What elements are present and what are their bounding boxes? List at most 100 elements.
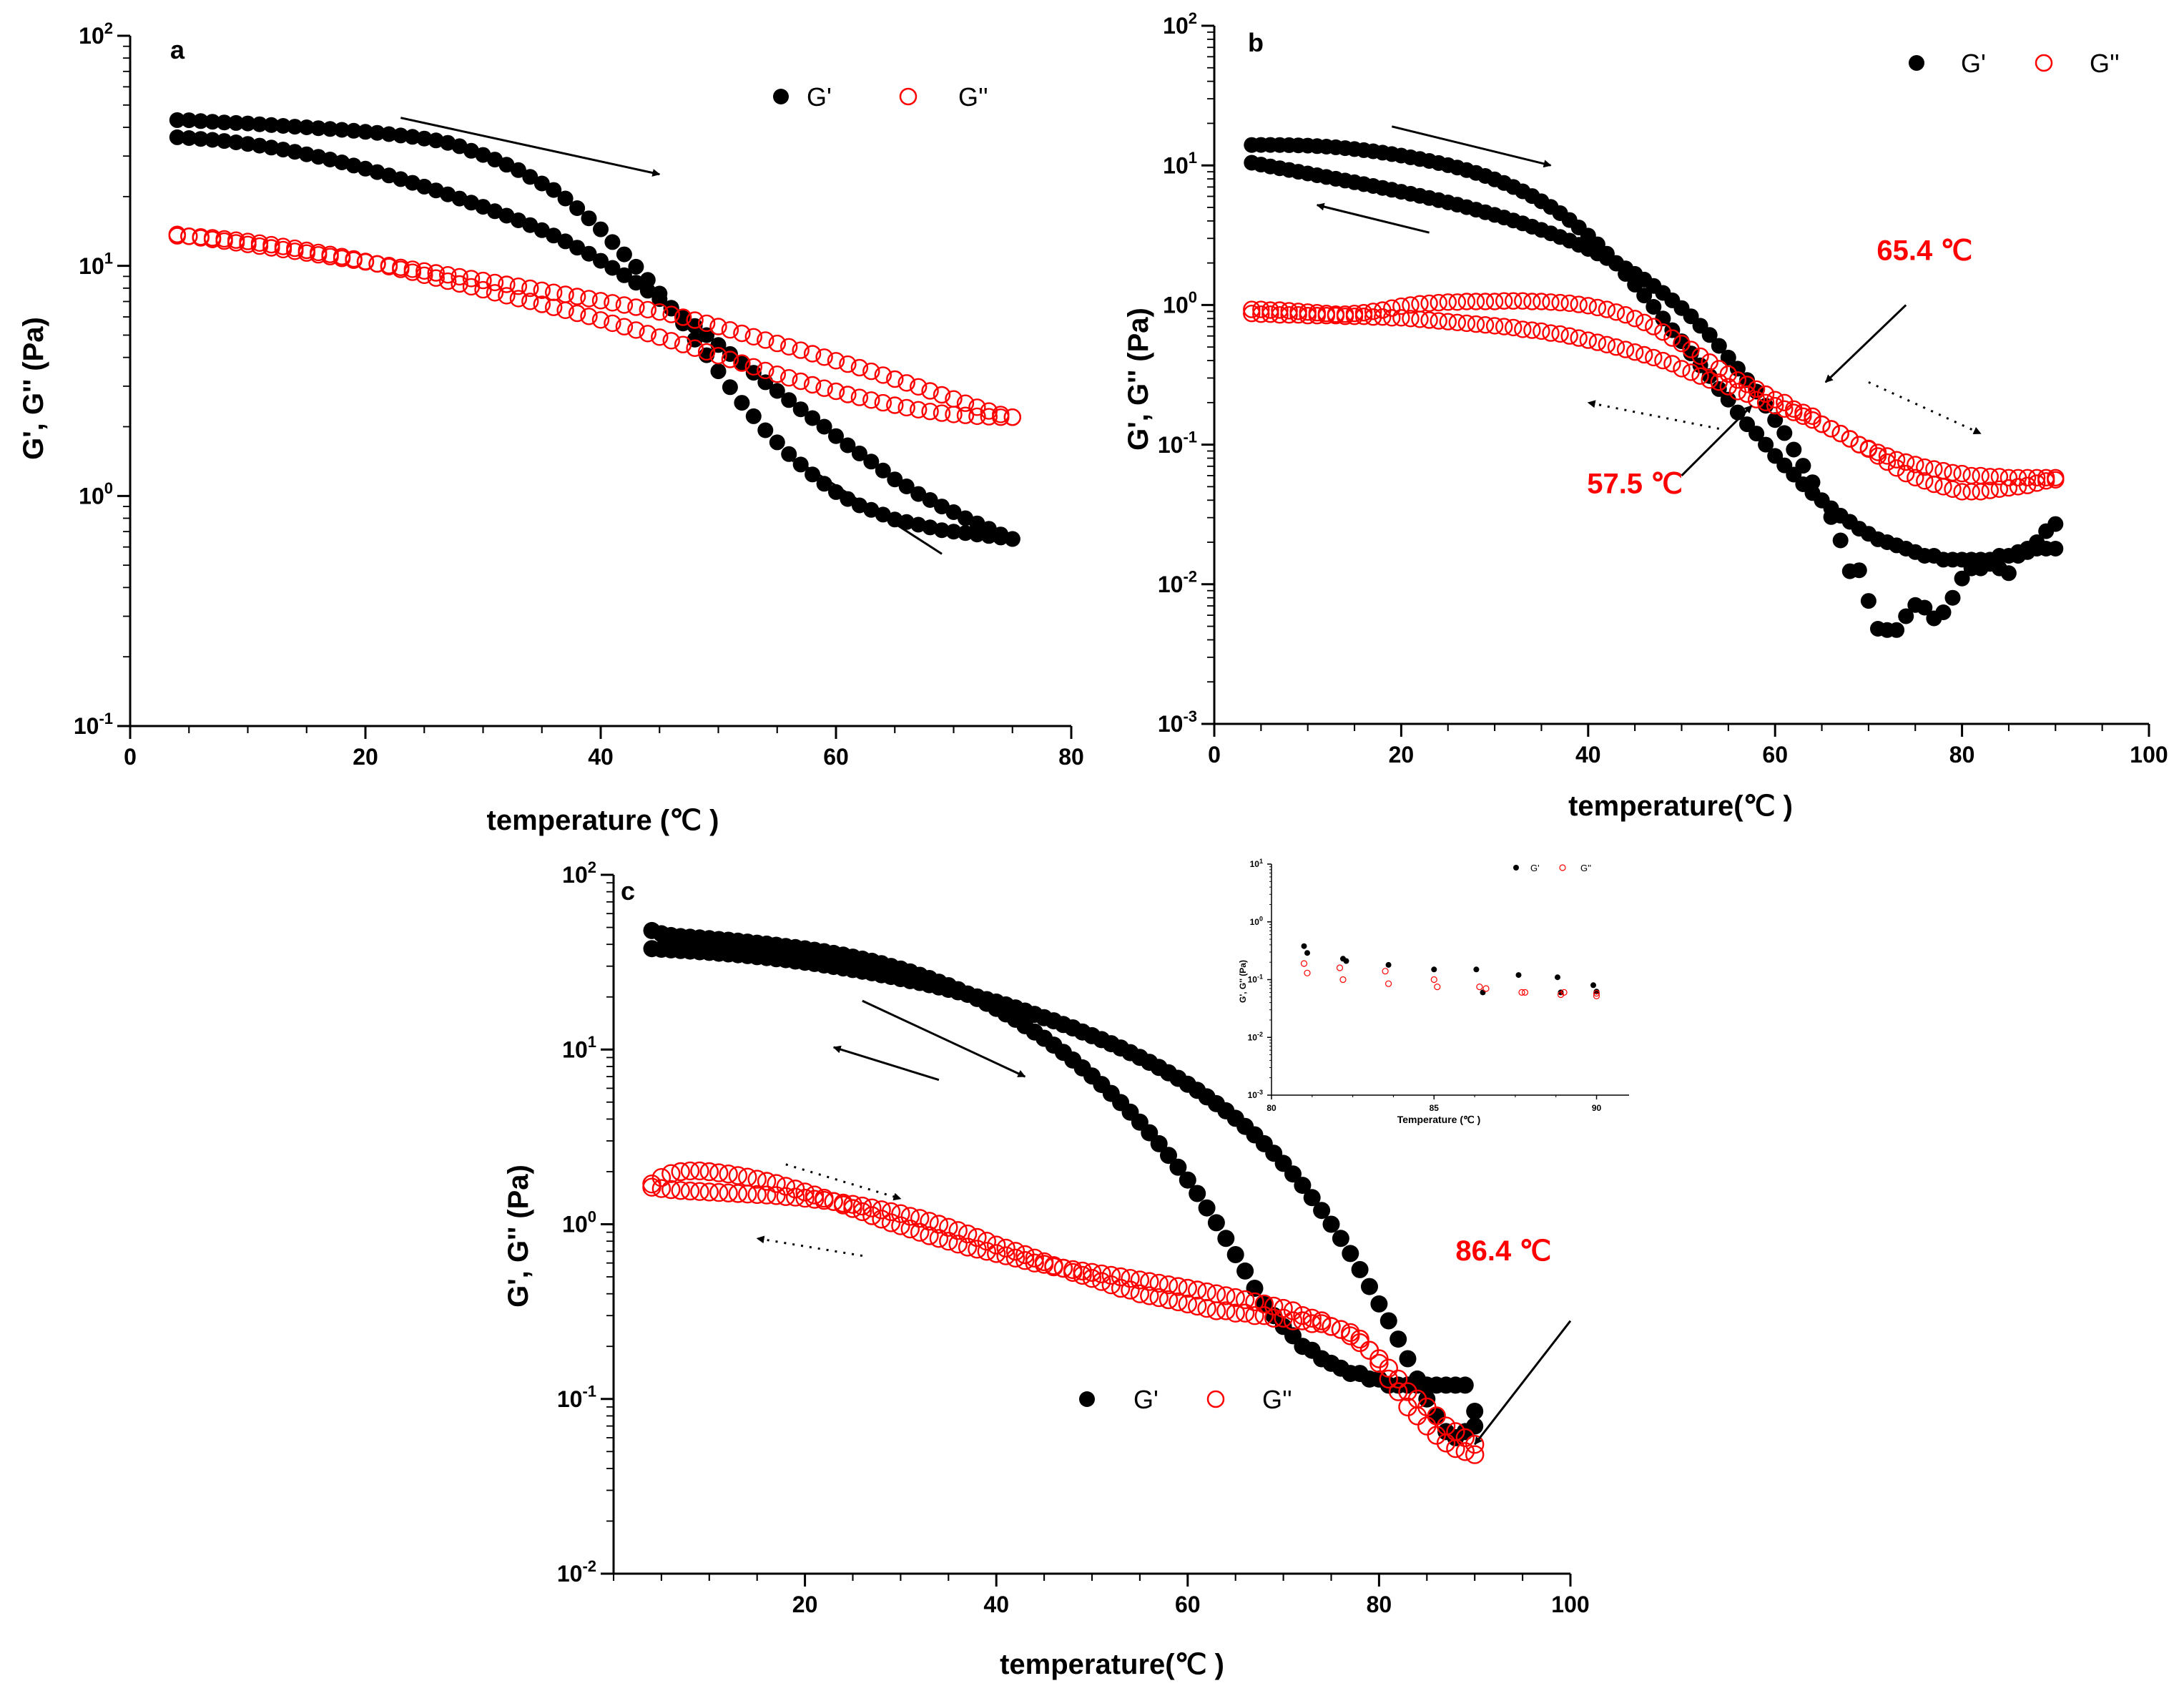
data-point-gprime xyxy=(557,233,574,250)
data-point-gdouble xyxy=(843,1199,862,1218)
data-point-gdouble xyxy=(1719,378,1738,396)
data-point-gdouble xyxy=(757,331,774,349)
data-point-gdouble xyxy=(1533,322,1550,340)
data-point-gprime xyxy=(628,275,644,291)
legend-gprime-label-a: G' xyxy=(807,82,832,112)
legend-gprime-marker-inset xyxy=(1513,865,1519,871)
data-point-gprime xyxy=(1207,1214,1225,1232)
data-point-gdouble xyxy=(1034,1252,1054,1272)
data-point-gdouble xyxy=(1359,1340,1379,1360)
data-point-gdouble xyxy=(1420,311,1438,329)
data-point-gdouble xyxy=(297,244,315,262)
data-point-gprime xyxy=(263,117,280,133)
data-point-gdouble xyxy=(1015,1245,1035,1265)
data-point-gdouble xyxy=(757,1185,777,1205)
data-point-gdouble xyxy=(1514,292,1532,310)
data-point-gprime xyxy=(192,113,209,129)
data-point-gprime xyxy=(522,169,538,185)
data-point-gdouble xyxy=(1420,294,1438,313)
data-point-gdouble xyxy=(1379,1369,1399,1389)
data-point-gdouble xyxy=(1274,1298,1293,1318)
data-point-gdouble xyxy=(977,1242,997,1261)
data-point-gdouble xyxy=(1398,1382,1417,1401)
data-point-gdouble xyxy=(1607,338,1625,356)
data-point-gdouble xyxy=(1402,296,1420,314)
data-point-gprime xyxy=(263,139,280,156)
x-tick-label-inset: 80 xyxy=(1266,1103,1277,1113)
data-point-gdouble xyxy=(1197,1298,1216,1318)
data-point-gdouble xyxy=(615,318,634,335)
data-point-gdouble xyxy=(921,382,939,400)
data-point-gprime xyxy=(604,234,621,250)
legend-gprime-marker-a xyxy=(773,89,789,104)
data-point-gdouble xyxy=(920,1226,939,1245)
data-point-gprime xyxy=(1370,1295,1388,1313)
data-point-gdouble xyxy=(1283,1311,1303,1330)
x-tick-label-a: 0 xyxy=(124,744,137,770)
data-point-gdouble xyxy=(850,358,869,377)
data-point-gdouble xyxy=(1557,991,1565,999)
data-point-gdouble xyxy=(486,284,504,302)
data-point-gdouble xyxy=(1907,456,1924,474)
data-point-gdouble xyxy=(690,1161,709,1181)
data-point-gdouble xyxy=(1073,1261,1092,1281)
data-point-gdouble xyxy=(1235,1290,1255,1310)
data-point-gdouble xyxy=(1485,317,1504,335)
data-point-gprime xyxy=(1776,425,1793,441)
data-point-gdouble xyxy=(897,374,915,392)
data-point-gprime xyxy=(192,131,209,147)
data-point-gdouble xyxy=(680,1181,700,1201)
data-point-gdouble xyxy=(1953,464,1971,483)
data-point-gprime xyxy=(851,445,867,461)
data-point-gdouble xyxy=(933,386,951,404)
data-point-gdouble xyxy=(697,314,716,333)
legend-inset: G' G'' xyxy=(1513,863,1591,873)
data-point-gdouble xyxy=(1439,313,1457,330)
data-point-gdouble xyxy=(1570,329,1588,347)
data-point-gdouble xyxy=(1216,1301,1236,1320)
series-b-0 xyxy=(1244,137,2064,568)
data-point-gdouble xyxy=(1003,408,1022,426)
data-point-gdouble xyxy=(1101,1275,1121,1295)
y-tick-label-inset: 101 xyxy=(1250,858,1263,869)
data-point-gdouble xyxy=(1673,360,1691,378)
data-point-gdouble xyxy=(721,321,739,339)
data-point-gdouble xyxy=(674,335,692,353)
data-point-gdouble xyxy=(262,239,280,257)
data-point-gprime xyxy=(498,157,515,173)
direction-arrow xyxy=(862,999,1026,1078)
data-point-gprime xyxy=(1361,1278,1378,1295)
data-point-gdouble xyxy=(591,292,610,310)
plot-area-a: 0 20 40 60 80 10-1 100 101 102 xyxy=(74,19,1084,770)
panel-b: b 0 20 40 60 80 100 10-3 10-2 10-1 100 101 102 65.4 … xyxy=(1123,9,2168,822)
data-point-gprime xyxy=(1473,966,1480,973)
data-point-gprime xyxy=(1954,570,1970,587)
data-point-gdouble xyxy=(1111,1278,1131,1298)
data-point-gprime xyxy=(487,152,503,168)
data-point-gdouble xyxy=(604,314,621,333)
data-point-gdouble xyxy=(1159,1290,1179,1310)
data-point-gdouble xyxy=(1776,393,1794,411)
y-tick-label-c: 101 xyxy=(562,1033,596,1062)
data-point-gdouble xyxy=(874,366,892,384)
data-point-gdouble xyxy=(852,1202,872,1222)
legend-a: G' G'' xyxy=(773,82,988,112)
y-tick-label-inset: 10-2 xyxy=(1248,1031,1263,1042)
data-point-gdouble xyxy=(803,376,822,394)
direction-arrow xyxy=(788,454,943,555)
data-point-gdouble xyxy=(1766,391,1784,408)
data-point-gprime xyxy=(958,525,973,541)
data-point-gprime xyxy=(1720,349,1736,366)
data-point-gprime xyxy=(275,142,291,158)
data-point-gdouble xyxy=(733,354,751,372)
x-tick-label-c: 100 xyxy=(1551,1592,1589,1617)
data-point-gprime xyxy=(593,253,609,269)
data-point-gprime xyxy=(205,132,221,148)
data-point-gdouble xyxy=(1005,1248,1025,1268)
data-point-gprime xyxy=(569,200,586,216)
data-point-gdouble xyxy=(1300,960,1308,967)
data-point-gdouble xyxy=(1738,385,1756,403)
data-point-gdouble xyxy=(852,1196,872,1216)
data-point-gdouble xyxy=(1336,308,1354,325)
data-point-gdouble xyxy=(1140,1286,1159,1305)
